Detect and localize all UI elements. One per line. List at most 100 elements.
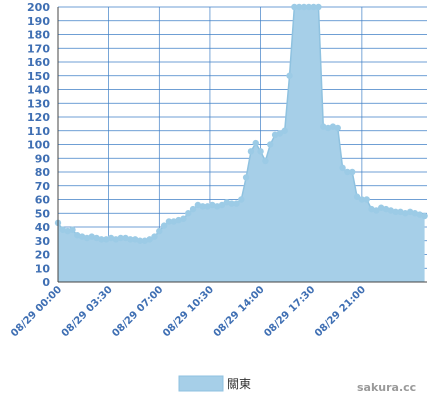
data-point[interactable] (368, 205, 375, 213)
y-tick-labels: 0102030405060708090100110120130140150160… (27, 1, 50, 289)
y-tick-label: 50 (35, 207, 51, 220)
x-tick-label: 08/29 10:30 (161, 284, 216, 339)
data-point[interactable] (151, 233, 158, 240)
data-point[interactable] (406, 208, 414, 216)
data-point[interactable] (276, 130, 284, 137)
data-point[interactable] (305, 3, 313, 11)
data-point[interactable] (131, 236, 139, 243)
data-point[interactable] (199, 203, 206, 210)
data-point[interactable] (300, 3, 308, 11)
data-point[interactable] (257, 148, 264, 155)
y-tick-label: 30 (35, 235, 51, 248)
data-point[interactable] (64, 227, 71, 235)
data-point[interactable] (204, 203, 211, 210)
y-tick-label: 70 (35, 180, 51, 193)
data-point[interactable] (213, 203, 221, 210)
data-point[interactable] (88, 233, 95, 240)
data-point[interactable] (358, 196, 366, 203)
data-point[interactable] (242, 174, 250, 181)
data-point[interactable] (78, 233, 86, 240)
data-point[interactable] (377, 204, 385, 211)
data-point[interactable] (194, 201, 202, 209)
data-point[interactable] (344, 168, 351, 176)
y-tick-label: 10 (35, 262, 51, 275)
data-point[interactable] (324, 124, 332, 132)
data-point[interactable] (252, 139, 259, 147)
marker-layer (54, 3, 428, 244)
data-point[interactable] (156, 227, 163, 235)
data-point[interactable] (233, 200, 240, 207)
data-point[interactable] (146, 236, 153, 243)
data-point[interactable] (218, 201, 226, 209)
x-tick-label: 08/29 03:30 (60, 284, 115, 339)
data-point[interactable] (83, 234, 91, 242)
data-point[interactable] (136, 237, 144, 244)
data-point[interactable] (373, 207, 380, 214)
data-point[interactable] (353, 193, 361, 200)
data-point[interactable] (397, 208, 404, 216)
y-tick-label: 160 (27, 56, 50, 69)
data-point[interactable] (286, 72, 293, 79)
axis-layer (57, 7, 427, 283)
data-point[interactable] (117, 234, 124, 242)
data-point[interactable] (103, 236, 110, 243)
data-point[interactable] (165, 218, 173, 225)
data-point[interactable] (180, 215, 187, 222)
y-tick-label: 80 (35, 166, 51, 179)
data-point[interactable] (112, 236, 120, 243)
data-point[interactable] (228, 200, 235, 207)
data-point[interactable] (329, 123, 337, 130)
data-point[interactable] (382, 205, 390, 213)
data-point[interactable] (141, 237, 149, 244)
data-point[interactable] (74, 232, 81, 239)
data-point[interactable] (334, 124, 341, 132)
data-point[interactable] (271, 131, 279, 139)
data-point[interactable] (98, 236, 105, 243)
data-point[interactable] (238, 196, 245, 203)
legend-swatch (178, 375, 224, 392)
data-point[interactable] (189, 205, 197, 213)
data-point[interactable] (107, 234, 115, 242)
data-point[interactable] (59, 226, 67, 233)
x-tick-label: 08/29 07:00 (110, 284, 165, 339)
data-point[interactable] (310, 3, 317, 11)
data-point[interactable] (421, 212, 428, 220)
x-tick-label: 08/29 17:30 (262, 284, 317, 339)
x-tick-label: 08/29 14:00 (212, 284, 267, 339)
series-area (58, 7, 425, 282)
data-point[interactable] (402, 210, 409, 217)
data-point[interactable] (339, 164, 346, 172)
data-point[interactable] (185, 210, 192, 217)
data-point[interactable] (223, 199, 231, 206)
data-point[interactable] (93, 234, 100, 242)
data-point[interactable] (416, 211, 423, 218)
data-point[interactable] (247, 148, 255, 155)
y-tick-label: 190 (27, 15, 50, 28)
data-point[interactable] (209, 201, 216, 209)
data-point[interactable] (170, 218, 177, 225)
data-point[interactable] (160, 222, 168, 229)
data-point[interactable] (69, 226, 76, 233)
data-point[interactable] (175, 216, 182, 224)
data-point[interactable] (411, 210, 419, 217)
data-point[interactable] (281, 127, 288, 134)
data-point[interactable] (262, 157, 269, 165)
data-point[interactable] (315, 3, 322, 11)
data-point[interactable] (349, 168, 356, 176)
data-point[interactable] (127, 236, 134, 243)
data-point[interactable] (122, 234, 129, 242)
y-tick-label: 60 (35, 194, 51, 207)
data-point[interactable] (320, 123, 327, 130)
data-point[interactable] (291, 3, 298, 11)
data-point[interactable] (295, 3, 303, 11)
legend[interactable]: 關東 (178, 375, 251, 392)
y-tick-label: 90 (35, 152, 51, 165)
data-point[interactable] (267, 141, 274, 148)
data-point[interactable] (387, 207, 395, 214)
data-point[interactable] (363, 196, 370, 203)
legend-label: 關東 (227, 377, 251, 391)
data-point[interactable] (392, 208, 399, 216)
